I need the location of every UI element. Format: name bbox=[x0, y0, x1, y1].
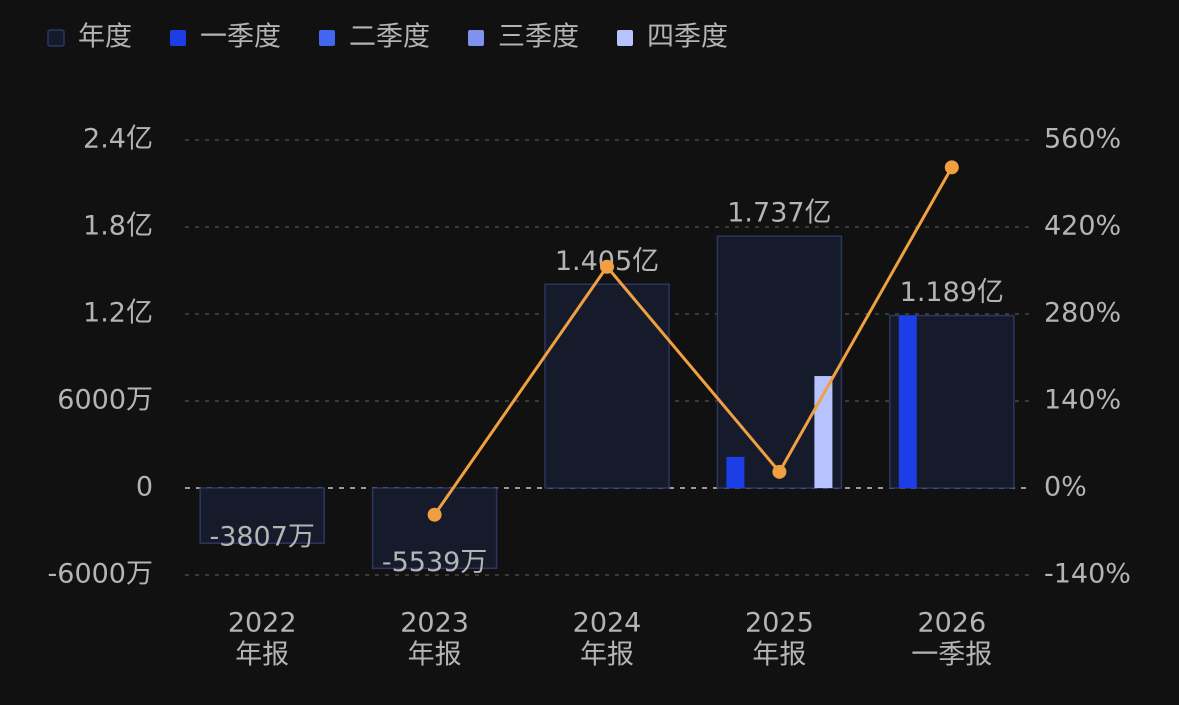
y-tick-label: 6000万 bbox=[57, 385, 153, 416]
x-tick-label: 年报 bbox=[752, 640, 806, 671]
legend-label: 年度 bbox=[78, 22, 132, 53]
quarter-bar bbox=[726, 456, 745, 488]
y2-tick-label: 560% bbox=[1044, 124, 1121, 155]
annual-bar bbox=[199, 487, 325, 544]
legend-label: 四季度 bbox=[647, 22, 728, 53]
value-label: -3807万 bbox=[209, 522, 314, 553]
y-tick-label: 2.4亿 bbox=[83, 124, 153, 155]
y-tick-label: -6000万 bbox=[48, 559, 153, 590]
y2-tick-label: 140% bbox=[1044, 385, 1121, 416]
y2-tick-label: 280% bbox=[1044, 298, 1121, 329]
x-tick-label: 一季报 bbox=[911, 640, 992, 671]
y2-tick-label: 0% bbox=[1044, 472, 1087, 503]
value-label: 1.189亿 bbox=[900, 277, 1004, 308]
legend-swatch bbox=[468, 30, 484, 46]
legend-swatch bbox=[319, 30, 335, 46]
y2-tick-label: 420% bbox=[1044, 211, 1121, 242]
x-tick-label: 2026 bbox=[917, 608, 986, 639]
growth-line bbox=[433, 166, 954, 516]
x-tick-label: 2025 bbox=[745, 608, 814, 639]
quarter-bar bbox=[898, 315, 917, 488]
growth-point bbox=[427, 507, 442, 522]
x-tick-label: 2023 bbox=[400, 608, 469, 639]
legend-swatch bbox=[617, 30, 633, 46]
annual-bar bbox=[544, 283, 670, 489]
growth-point bbox=[600, 259, 614, 274]
legend-label: 一季度 bbox=[200, 22, 281, 53]
legend-label: 三季度 bbox=[498, 22, 579, 53]
x-tick-label: 2024 bbox=[573, 608, 642, 639]
y-tick-label: 1.2亿 bbox=[83, 298, 153, 329]
x-tick-label: 2022 bbox=[228, 608, 297, 639]
x-tick-label: 年报 bbox=[235, 640, 289, 671]
legend-swatch bbox=[170, 30, 186, 46]
growth-point bbox=[772, 464, 787, 479]
x-tick-label: 年报 bbox=[580, 640, 634, 671]
y-tick-label: 0 bbox=[136, 472, 153, 503]
x-tick-label: 年报 bbox=[408, 640, 462, 671]
legend-swatch bbox=[47, 29, 65, 47]
y-tick-label: 1.8亿 bbox=[83, 211, 153, 242]
value-label: 1.737亿 bbox=[727, 198, 831, 229]
y2-tick-label: -140% bbox=[1044, 559, 1131, 590]
legend-label: 二季度 bbox=[349, 22, 430, 53]
growth-point bbox=[944, 160, 959, 175]
value-label: -5539万 bbox=[382, 547, 487, 578]
annual-bar bbox=[371, 487, 498, 570]
